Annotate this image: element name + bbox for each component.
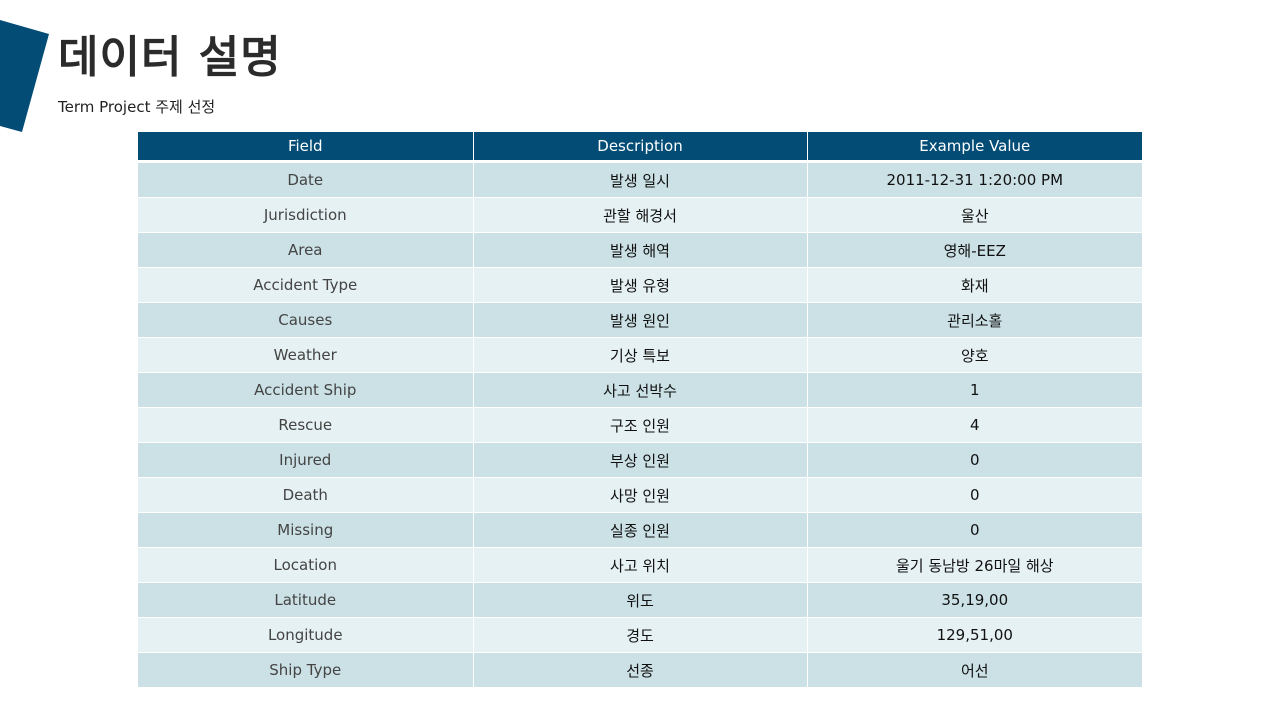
field-cell: Death (138, 477, 474, 513)
example-value-cell: 1 (807, 372, 1142, 408)
description-cell: 위도 (473, 582, 808, 618)
field-cell: Accident Type (138, 267, 474, 303)
example-value-cell: 어선 (807, 652, 1142, 688)
example-value-cell: 화재 (807, 267, 1142, 303)
description-cell: 부상 인원 (473, 442, 808, 478)
description-cell: 발생 유형 (473, 267, 808, 303)
description-cell: 기상 특보 (473, 337, 808, 373)
example-value-cell: 영해-EEZ (807, 232, 1142, 268)
field-cell: Longitude (138, 617, 474, 653)
table-row: Area 발생 해역 영해-EEZ (138, 232, 1142, 268)
table-row: Ship Type 선종 어선 (138, 652, 1142, 688)
field-cell: Latitude (138, 582, 474, 618)
field-cell: Weather (138, 337, 474, 373)
example-value-cell: 129,51,00 (807, 617, 1142, 653)
table-row: Latitude 위도 35,19,00 (138, 582, 1142, 618)
example-value-cell: 4 (807, 407, 1142, 443)
field-cell: Jurisdiction (138, 197, 474, 233)
description-cell: 선종 (473, 652, 808, 688)
column-header-example-value: Example Value (807, 132, 1142, 163)
description-cell: 발생 해역 (473, 232, 808, 268)
example-value-cell: 0 (807, 477, 1142, 513)
column-header-description: Description (473, 132, 808, 163)
example-value-cell: 관리소홀 (807, 302, 1142, 338)
table-row: Injured 부상 인원 0 (138, 442, 1142, 478)
field-cell: Date (138, 161, 474, 198)
data-description-table: Field Description Example Value Date 발생 일… (138, 132, 1142, 688)
table-row: Accident Type 발생 유형 화재 (138, 267, 1142, 303)
field-cell: Injured (138, 442, 474, 478)
description-cell: 사망 인원 (473, 477, 808, 513)
description-cell: 사고 위치 (473, 547, 808, 583)
example-value-cell: 2011-12-31 1:20:00 PM (807, 161, 1142, 198)
table-row: Death 사망 인원 0 (138, 477, 1142, 513)
field-cell: Accident Ship (138, 372, 474, 408)
table-row: Jurisdiction 관할 해경서 울산 (138, 197, 1142, 233)
slide-subtitle: Term Project 주제 선정 (58, 98, 216, 116)
table-row: Date 발생 일시 2011-12-31 1:20:00 PM (138, 161, 1142, 198)
table-row: Missing 실종 인원 0 (138, 512, 1142, 548)
field-cell: Causes (138, 302, 474, 338)
description-cell: 실종 인원 (473, 512, 808, 548)
description-cell: 경도 (473, 617, 808, 653)
example-value-cell: 0 (807, 512, 1142, 548)
field-cell: Ship Type (138, 652, 474, 688)
slide-title: 데이터 설명 (58, 32, 282, 83)
field-cell: Missing (138, 512, 474, 548)
field-cell: Area (138, 232, 474, 268)
description-cell: 사고 선박수 (473, 372, 808, 408)
table-header-row: Field Description Example Value (138, 132, 1142, 163)
example-value-cell: 울기 동남방 26마일 해상 (807, 547, 1142, 583)
description-cell: 구조 인원 (473, 407, 808, 443)
example-value-cell: 울산 (807, 197, 1142, 233)
accent-shape (0, 20, 49, 132)
example-value-cell: 양호 (807, 337, 1142, 373)
column-header-field: Field (138, 132, 474, 163)
example-value-cell: 0 (807, 442, 1142, 478)
field-cell: Location (138, 547, 474, 583)
table-row: Rescue 구조 인원 4 (138, 407, 1142, 443)
field-cell: Rescue (138, 407, 474, 443)
description-cell: 발생 일시 (473, 161, 808, 198)
example-value-cell: 35,19,00 (807, 582, 1142, 618)
table-row: Location 사고 위치 울기 동남방 26마일 해상 (138, 547, 1142, 583)
table-row: Weather 기상 특보 양호 (138, 337, 1142, 373)
description-cell: 관할 해경서 (473, 197, 808, 233)
description-cell: 발생 원인 (473, 302, 808, 338)
table-row: Causes 발생 원인 관리소홀 (138, 302, 1142, 338)
table-row: Longitude 경도 129,51,00 (138, 617, 1142, 653)
table-row: Accident Ship 사고 선박수 1 (138, 372, 1142, 408)
